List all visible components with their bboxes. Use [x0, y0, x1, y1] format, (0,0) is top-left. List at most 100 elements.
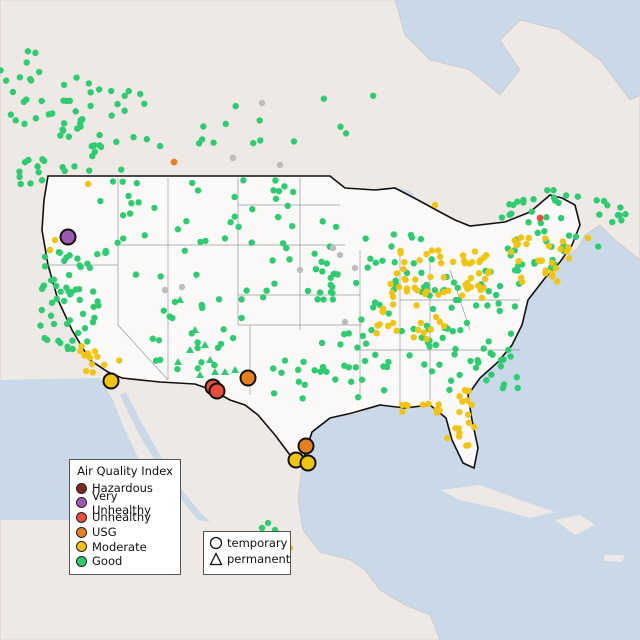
- monitor-site: [52, 282, 60, 290]
- monitor-site: [125, 87, 132, 95]
- highlighted-site: [208, 382, 226, 400]
- monitor-site: [270, 187, 277, 194]
- monitor-site: [135, 199, 142, 206]
- monitor-site: [16, 168, 23, 175]
- contiguous-us: [41, 175, 581, 470]
- monitor-site: [500, 381, 508, 388]
- monitor-site: [21, 120, 28, 128]
- monitor-site: [517, 234, 525, 241]
- monitor-site: [423, 281, 430, 289]
- monitor-site: [82, 367, 90, 375]
- monitor-site: [525, 234, 533, 242]
- monitor-site: [465, 441, 472, 449]
- monitor-site: [485, 288, 492, 295]
- monitor-site: [440, 322, 448, 330]
- monitor-site: [155, 337, 163, 344]
- monitor-site: [456, 371, 463, 379]
- monitor-site: [389, 319, 397, 327]
- monitor-site: [414, 287, 421, 294]
- monitor-site: [329, 283, 336, 291]
- monitor-site: [367, 255, 374, 262]
- monitor-site-permanent: [206, 356, 214, 363]
- monitor-site: [258, 99, 266, 107]
- monitor-site: [594, 243, 602, 250]
- monitor-site: [320, 296, 327, 303]
- monitor-site: [425, 400, 432, 408]
- monitor-site: [446, 386, 453, 394]
- monitor-site: [198, 301, 205, 309]
- monitor-site-permanent: [191, 326, 199, 333]
- monitor-site: [432, 313, 440, 321]
- monitor-site: [428, 368, 436, 375]
- monitor-site: [281, 357, 289, 364]
- monitor-site: [388, 243, 395, 250]
- monitor-site: [141, 232, 148, 239]
- monitor-site: [132, 271, 140, 278]
- monitor-site: [496, 307, 503, 315]
- monitor-site: [480, 345, 487, 352]
- monitor-site: [238, 314, 245, 322]
- monitor-site: [362, 235, 369, 242]
- monitor-site: [39, 156, 46, 163]
- monitor-site: [389, 301, 397, 308]
- monitor-site: [329, 296, 337, 303]
- monitor-site: [183, 218, 190, 225]
- monitor-site: [329, 244, 337, 252]
- unhealthy-swatch: [76, 511, 87, 523]
- monitor-site-permanent: [221, 368, 229, 375]
- monitor-site: [81, 352, 88, 359]
- monitor-site: [73, 74, 80, 81]
- monitor-site: [276, 161, 284, 169]
- monitor-site: [402, 276, 409, 284]
- monitor-site: [272, 177, 279, 184]
- highlighted-site: [299, 454, 317, 472]
- monitor-site: [397, 249, 404, 257]
- monitor-site: [428, 256, 435, 263]
- monitor-site: [584, 234, 592, 242]
- monitor-site: [60, 120, 68, 127]
- monitor-site: [77, 123, 84, 130]
- monitor-site: [86, 354, 94, 361]
- monitor-site: [65, 133, 73, 140]
- monitor-site: [484, 302, 491, 309]
- monitor-site: [458, 292, 466, 299]
- monitor-site: [438, 259, 445, 267]
- monitor-site: [433, 406, 440, 414]
- monitor-site: [294, 366, 302, 374]
- monitor-site: [617, 204, 624, 211]
- monitor-site: [232, 102, 239, 110]
- monitor-site: [316, 289, 324, 296]
- monitor-site: [474, 357, 481, 364]
- monitor-site: [464, 397, 471, 404]
- monitor-site: [332, 223, 340, 231]
- monitor-site: [181, 247, 189, 254]
- monitor-site: [229, 334, 237, 342]
- monitor-site: [508, 210, 515, 217]
- monitor-site: [94, 298, 101, 305]
- monitor-site: [459, 398, 466, 405]
- monitor-site: [160, 307, 167, 314]
- monitor-site: [332, 376, 339, 383]
- monitor-site: [543, 214, 550, 221]
- monitor-site: [256, 117, 263, 124]
- temporary-label: temporary: [227, 536, 288, 550]
- monitor-site: [278, 369, 285, 376]
- monitor-site: [398, 327, 405, 335]
- monitor-site: [534, 229, 541, 237]
- monitor-site: [35, 68, 43, 76]
- monitor-site: [72, 108, 79, 115]
- monitor-site: [281, 183, 288, 190]
- monitor-site: [541, 228, 548, 235]
- highlighted-site: [297, 437, 315, 455]
- monitor-site-permanent: [186, 346, 194, 353]
- monitor-site: [71, 163, 78, 170]
- monitor-site: [50, 320, 58, 328]
- legend-row-moderate: Moderate: [70, 539, 180, 554]
- monitor-site: [354, 344, 361, 351]
- monitor-site: [401, 258, 408, 266]
- monitor-site: [222, 120, 229, 128]
- monitor-site: [410, 334, 417, 341]
- monitor-site: [436, 361, 443, 368]
- monitor-site: [427, 326, 434, 333]
- monitor-site: [342, 130, 350, 137]
